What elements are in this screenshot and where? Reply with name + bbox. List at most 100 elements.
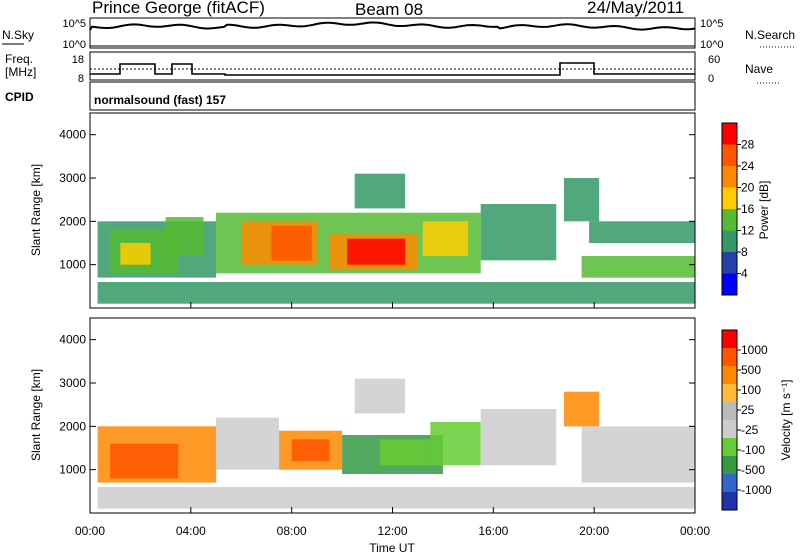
freq-trace xyxy=(90,62,695,76)
x-tick-label: 20:00 xyxy=(579,524,609,538)
colorbar-swatch xyxy=(722,166,737,188)
y-tick-label: 1000 xyxy=(59,463,86,477)
colorbar-tick-label: -100 xyxy=(741,443,765,457)
power-heatmap xyxy=(97,173,696,304)
power-echo-region-12 xyxy=(480,204,557,261)
y-tick-label: 4000 xyxy=(59,333,86,347)
velocity-echo-region-3 xyxy=(216,417,279,470)
colorbar-swatch xyxy=(722,402,737,421)
colorbar-tick-label: -25 xyxy=(741,423,759,437)
sky-tick-bottom: 10^0 xyxy=(62,39,86,51)
colorbar-swatch xyxy=(722,273,737,296)
colorbar-tick-label: 1000 xyxy=(741,343,768,357)
velocity-colorbar-label: Velocity [m s⁻¹] xyxy=(779,379,793,460)
colorbar-tick-label: -1000 xyxy=(741,483,772,497)
colorbar-swatch xyxy=(722,474,737,493)
cpid-panel-frame xyxy=(89,81,696,111)
colorbar-swatch xyxy=(722,330,737,349)
power-colorbar: 28 24 20 16 12 8 4 xyxy=(721,122,755,296)
power-echo-region-4 xyxy=(165,217,204,256)
velocity-echo-region-0 xyxy=(97,487,696,509)
colorbar-tick-label: 12 xyxy=(741,224,755,238)
power-colorbar-label: Power [dB] xyxy=(757,181,771,240)
power-echo-region-3 xyxy=(120,243,151,265)
velocity-echo-region-9 xyxy=(480,409,557,466)
colorbar-swatch xyxy=(722,144,737,167)
y-tick-label: 3000 xyxy=(59,171,86,185)
freq-tick-top: 18 xyxy=(72,54,84,66)
power-echo-region-13 xyxy=(563,178,600,222)
freq-panel-frame xyxy=(89,51,696,81)
time-axis-label: Time UT xyxy=(369,541,415,554)
x-tick-label: 08:00 xyxy=(277,524,307,538)
colorbar-swatch xyxy=(722,438,737,457)
sky-noise-trace xyxy=(89,21,696,31)
colorbar-swatch xyxy=(722,252,737,274)
colorbar-tick-label: 25 xyxy=(741,403,755,417)
colorbar-tick-label: 100 xyxy=(741,383,761,397)
y-tick-label: 3000 xyxy=(59,376,86,390)
velocity-echo-region-11 xyxy=(563,391,600,427)
nsearch-label: N.Search xyxy=(745,28,795,42)
y-tick-label: 2000 xyxy=(59,214,86,228)
power-panel: 1000 2000 3000 4000 Slant Range [km] xyxy=(29,112,696,309)
search-tick-bottom: 10^0 xyxy=(700,39,724,51)
velocity-echo-region-8 xyxy=(430,422,481,466)
sky-panel-frame xyxy=(89,17,696,49)
cpid-panel: CPID normalsound (fast) 157 xyxy=(5,81,696,111)
velocity-panel: 1000 2000 3000 4000 Slant Range [km] xyxy=(29,317,696,514)
velocity-colorbar: 1000 500 100 25 -25 -100 -500 -1000 xyxy=(721,329,772,511)
colorbar-swatch xyxy=(722,230,737,253)
colorbar-swatch xyxy=(722,456,737,475)
colorbar-tick-label: 24 xyxy=(741,159,755,173)
colorbar-frame xyxy=(721,329,738,511)
power-echo-region-11 xyxy=(354,173,406,209)
nave-tick-top: 60 xyxy=(708,54,720,66)
freq-panel: 18 8 60 0 Freq. [MHz] Nave xyxy=(5,51,780,85)
colorbar-swatch xyxy=(722,420,737,439)
x-tick-label: 04:00 xyxy=(176,524,206,538)
y-tick-label: 2000 xyxy=(59,419,86,433)
power-panel-frame xyxy=(89,112,696,309)
power-echo-region-9 xyxy=(347,238,406,265)
velocity-ylabel: Slant Range [km] xyxy=(29,369,43,461)
cpid-text: normalsound (fast) 157 xyxy=(94,93,226,107)
search-tick-top: 10^5 xyxy=(700,18,724,30)
y-tick-label: 1000 xyxy=(59,258,86,272)
colorbar-tick-label: 28 xyxy=(741,138,755,152)
time-axis: 00:00 04:00 08:00 12:00 16:00 20:00 00:00 xyxy=(75,302,710,538)
power-ylabel: Slant Range [km] xyxy=(29,164,43,256)
colorbar-swatch xyxy=(722,384,737,403)
station-title: Prince George (fitACF) xyxy=(92,0,265,17)
nsky-label: N.Sky xyxy=(2,28,34,42)
sky-tick-top: 10^5 xyxy=(62,18,86,30)
x-tick-label: 00:00 xyxy=(680,524,710,538)
beam-label: Beam 08 xyxy=(355,0,423,19)
colorbar-swatch xyxy=(722,123,737,145)
nave-tick-bottom: 0 xyxy=(708,73,714,85)
x-tick-label: 12:00 xyxy=(377,524,407,538)
freq-unit-label: [MHz] xyxy=(5,65,36,79)
sky-panel: 10^5 10^0 10^5 10^0 N.Sky N.Search xyxy=(2,17,795,51)
colorbar-tick-label: 4 xyxy=(741,267,748,281)
velocity-y-ticks: 1000 2000 3000 4000 xyxy=(59,333,695,477)
colorbar-tick-label: 20 xyxy=(741,181,755,195)
colorbar-tick-label: 16 xyxy=(741,202,755,216)
nave-label: Nave xyxy=(745,62,773,76)
colorbar-swatch xyxy=(722,209,737,231)
colorbar-swatch xyxy=(722,187,737,210)
x-tick-label: 00:00 xyxy=(75,524,105,538)
power-echo-region-15 xyxy=(589,221,695,243)
power-echo-region-0 xyxy=(97,282,696,304)
velocity-echo-region-7 xyxy=(379,439,431,466)
colorbar-swatch xyxy=(722,492,737,511)
date-label: 24/May/2011 xyxy=(587,0,684,17)
colorbar-swatch xyxy=(722,366,737,385)
velocity-echo-region-2 xyxy=(110,443,179,479)
y-tick-label: 4000 xyxy=(59,128,86,142)
velocity-echo-region-10 xyxy=(354,378,406,414)
power-echo-region-10 xyxy=(422,221,469,256)
velocity-echo-region-5 xyxy=(291,439,330,461)
power-echo-region-7 xyxy=(271,225,312,261)
